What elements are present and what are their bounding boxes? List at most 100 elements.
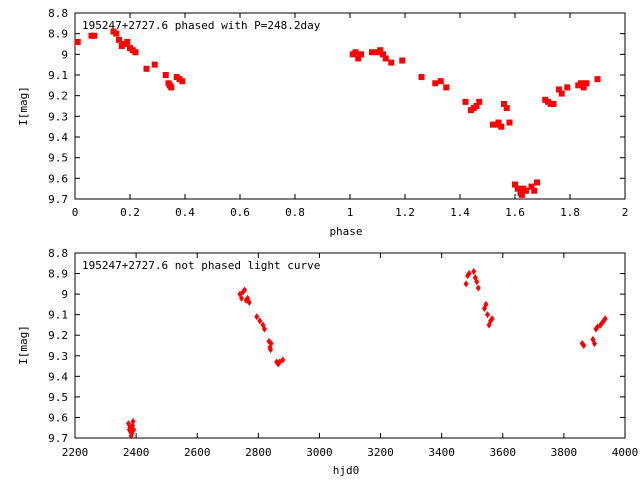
data-point [474,278,480,286]
x-tick-label: 1.8 [560,206,580,219]
data-point [462,98,469,105]
y-tick-label: 9.5 [48,391,68,404]
data-point [498,123,505,130]
x-tick-label: 1.4 [450,206,470,219]
data-point [91,32,98,39]
data-point [583,80,590,87]
data-point [466,270,472,278]
data-point [506,119,513,126]
x-tick-label: 3400 [428,446,455,459]
x-tick-label: 4000 [612,446,639,459]
data-point [578,80,584,87]
data-point [162,72,169,78]
data-point [352,49,359,56]
data-point [432,80,439,87]
data-point [261,325,267,333]
data-point [489,315,495,323]
data-point [518,191,525,198]
y-tick-label: 9.6 [48,411,68,424]
plot-frame [74,252,626,439]
x-tick-label: 0.6 [230,206,250,219]
data-point [358,51,364,58]
data-point [132,49,139,56]
data-point [418,74,425,81]
x-tick-label: 0.2 [120,206,140,219]
data-point [143,65,150,72]
data-point [377,47,384,54]
data-point [382,55,389,62]
data-point [473,103,480,109]
axis-ticks: 0 0.2 0.4 0.6 0.8 1 1.2 1.4 1.6 1.8 2 8.8 8.9 9 9.1 9.2… [48,7,628,219]
y-tick-label: 9.3 [48,110,68,123]
y-tick-label: 9.2 [48,329,68,342]
data-point [280,356,286,364]
x-tick-label: 2 [622,206,629,219]
x-tick-label: 3600 [490,446,517,459]
data-point [503,105,510,112]
chart-title: 195247+2727.6 not phased light curve [82,259,320,272]
data-point [463,280,469,288]
x-tick-label: 0 [72,206,79,219]
data-points [125,268,608,440]
data-point [74,38,81,45]
chart-title: 195247+2727.6 phased with P=248.2day [82,19,321,32]
y-tick-label: 9.4 [48,131,68,144]
data-point [437,78,444,85]
data-point [168,84,175,91]
data-point [558,90,565,97]
unphased-light-curve-panel: 195247+2727.6 not phased light curve hjd… [17,247,638,477]
data-point [130,418,136,426]
data-point [485,311,490,319]
data-point [523,187,529,194]
data-point [483,300,489,308]
x-tick-label: 3800 [551,446,578,459]
data-point [369,49,375,56]
data-point [257,317,263,325]
data-point [355,55,362,62]
y-tick-label: 8.8 [48,247,68,260]
data-point [471,268,477,275]
data-point [602,315,608,323]
data-point [131,426,137,434]
data-point [501,100,507,107]
data-point [591,339,597,347]
y-tick-label: 9.5 [48,152,68,165]
data-point [512,181,518,188]
x-axis-label: hjd0 [333,464,360,477]
data-point [246,298,252,306]
x-tick-label: 2800 [245,446,272,459]
x-tick-label: 0.4 [175,206,195,219]
data-point [268,339,274,347]
y-axis-label: I[mag] [17,325,30,365]
data-points [74,28,601,198]
x-tick-label: 3000 [306,446,333,459]
data-point [531,187,538,194]
x-tick-label: 0.8 [285,206,305,219]
axis-ticks: 2200 2400 2600 2800 3000 3200 3400 3600 3800 4000… [48,247,638,459]
x-tick-label: 1 [347,206,354,219]
y-tick-label: 9.1 [48,309,68,322]
y-tick-label: 8.9 [48,268,68,281]
y-tick-label: 9.3 [48,350,68,363]
data-point [179,78,186,85]
y-tick-label: 8.8 [48,7,68,20]
data-point [550,100,557,107]
phased-light-curve-panel: 195247+2727.6 phased with P=248.2day pha… [17,7,628,238]
x-tick-label: 1.6 [505,206,525,219]
data-point [475,284,481,292]
data-point [581,342,587,349]
data-point [495,119,502,126]
x-tick-label: 2400 [123,446,150,459]
data-point [443,84,450,91]
data-point [580,84,587,91]
data-point [116,36,122,43]
y-tick-label: 9.7 [48,432,68,445]
x-axis-label: phase [329,225,362,238]
y-tick-label: 9.1 [48,69,68,82]
y-tick-label: 9.7 [48,193,68,206]
data-point [124,38,131,45]
x-tick-label: 2600 [184,446,211,459]
data-point [556,86,562,93]
